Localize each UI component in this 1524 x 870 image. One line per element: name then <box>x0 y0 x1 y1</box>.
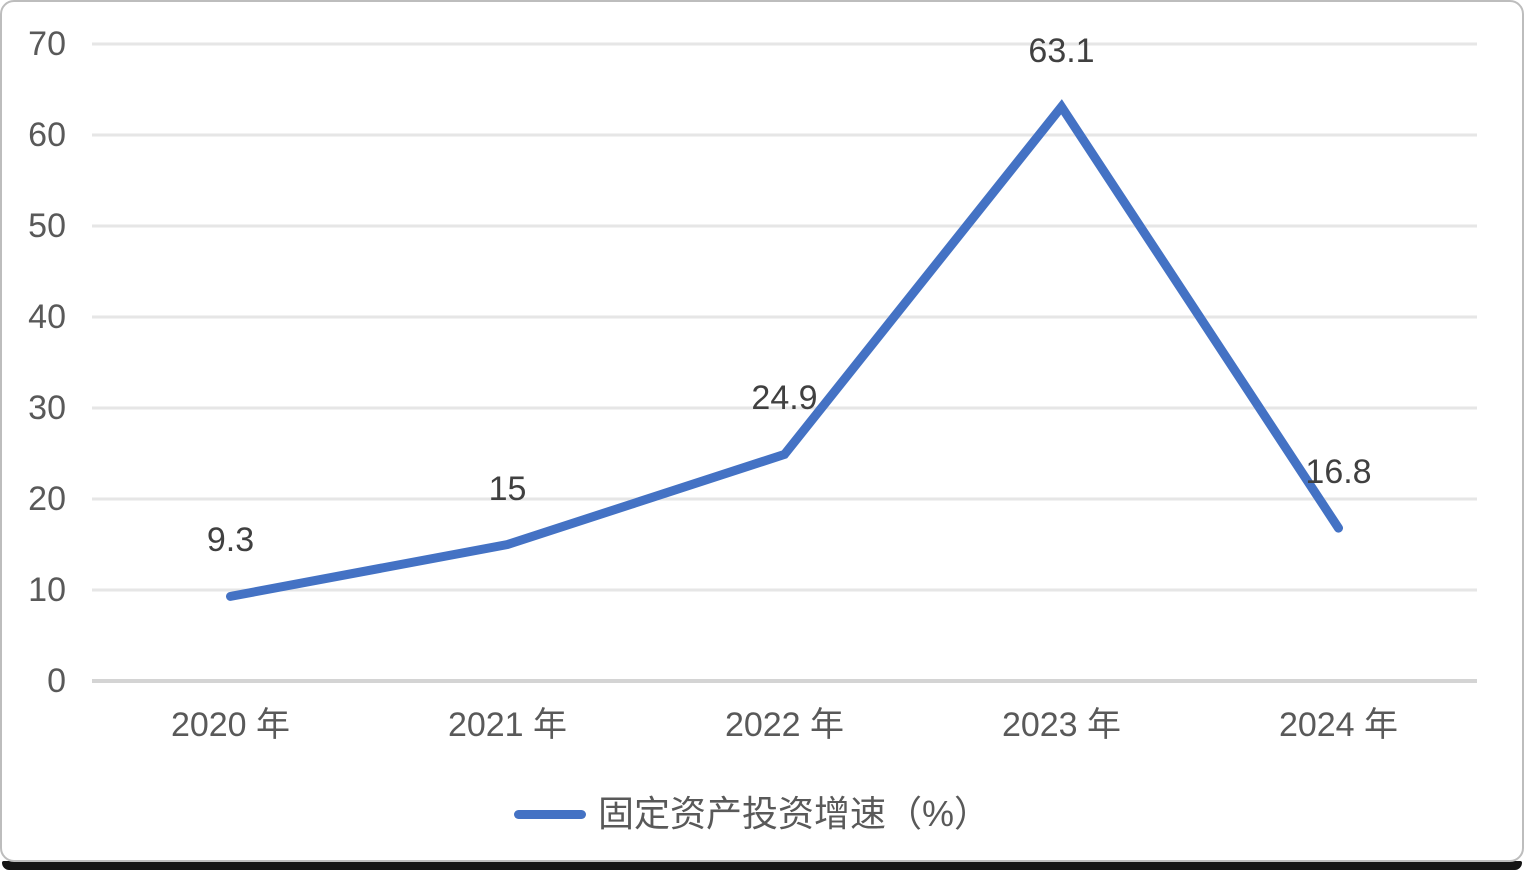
y-axis-tick-label: 60 <box>28 116 66 154</box>
x-axis-label: 2023 年 <box>1001 706 1122 744</box>
series-line <box>226 99 1343 601</box>
x-axis-label: 2024 年 <box>1278 706 1399 744</box>
data-label: 63.1 <box>1028 31 1095 70</box>
legend-line-marker <box>514 809 586 819</box>
y-axis-tick-label: 40 <box>28 298 66 336</box>
data-label: 24.9 <box>751 379 818 418</box>
bottom-edge-strip <box>2 861 1522 870</box>
x-axis-label: 2020 年 <box>170 706 291 744</box>
legend-label: 固定资产投资增速（%） <box>598 793 991 834</box>
data-label: 16.8 <box>1305 453 1372 492</box>
y-axis-tick-label: 30 <box>28 389 66 427</box>
x-axis-label: 2021 年 <box>447 706 568 744</box>
data-label: 9.3 <box>206 521 255 560</box>
y-axis-tick-label: 10 <box>28 571 66 609</box>
y-axis-tick-label: 70 <box>28 25 66 63</box>
legend: 固定资产投资增速（%） <box>514 792 990 836</box>
x-axis-label: 2022 年 <box>724 706 845 744</box>
y-axis-tick-label: 0 <box>47 662 66 700</box>
data-label: 15 <box>488 469 527 508</box>
y-axis-tick-label: 20 <box>28 480 66 518</box>
y-axis-tick-label: 50 <box>28 207 66 245</box>
